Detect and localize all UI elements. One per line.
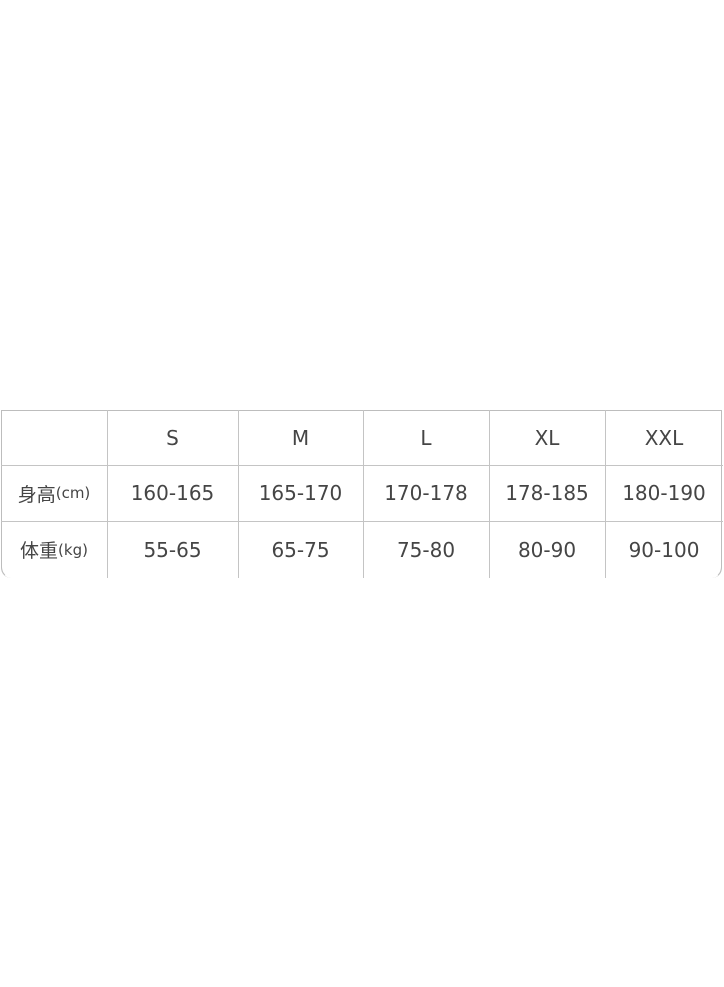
row-label-unit: (cm): [55, 484, 91, 502]
table-cell: 165-170: [258, 481, 343, 505]
table-cell: 75-80: [396, 537, 456, 562]
header-cell: S: [166, 425, 179, 450]
row-label-unit: (kg): [58, 540, 88, 559]
header-cell: XL: [534, 425, 560, 450]
row-divider: [1, 465, 723, 466]
table-cell: 160-165: [130, 481, 215, 505]
row-divider: [1, 521, 723, 522]
table-cell: 80-90: [517, 537, 577, 562]
column-divider: [363, 410, 364, 578]
table-cell: 55-65: [143, 537, 202, 562]
table-cell: 180-190: [622, 481, 706, 505]
row-label-text: 体重: [20, 540, 59, 562]
table-cell: 178-185: [505, 481, 589, 505]
column-divider: [489, 410, 490, 578]
row-label-text: 身高: [17, 483, 56, 506]
header-cell: L: [420, 425, 432, 450]
table-cell: 65-75: [271, 537, 330, 562]
table-cell: 170-178: [384, 481, 468, 505]
header-cell: M: [291, 425, 310, 450]
column-divider: [107, 410, 108, 578]
column-divider: [238, 410, 239, 578]
header-cell: XXL: [644, 425, 684, 450]
column-divider: [605, 410, 606, 578]
table-cell: 90-100: [628, 537, 700, 562]
row-label: 身高 (cm): [1, 465, 107, 521]
row-label: 体重 (kg): [1, 521, 107, 578]
